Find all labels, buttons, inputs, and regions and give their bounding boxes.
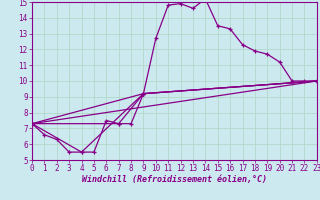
X-axis label: Windchill (Refroidissement éolien,°C): Windchill (Refroidissement éolien,°C)	[82, 175, 267, 184]
